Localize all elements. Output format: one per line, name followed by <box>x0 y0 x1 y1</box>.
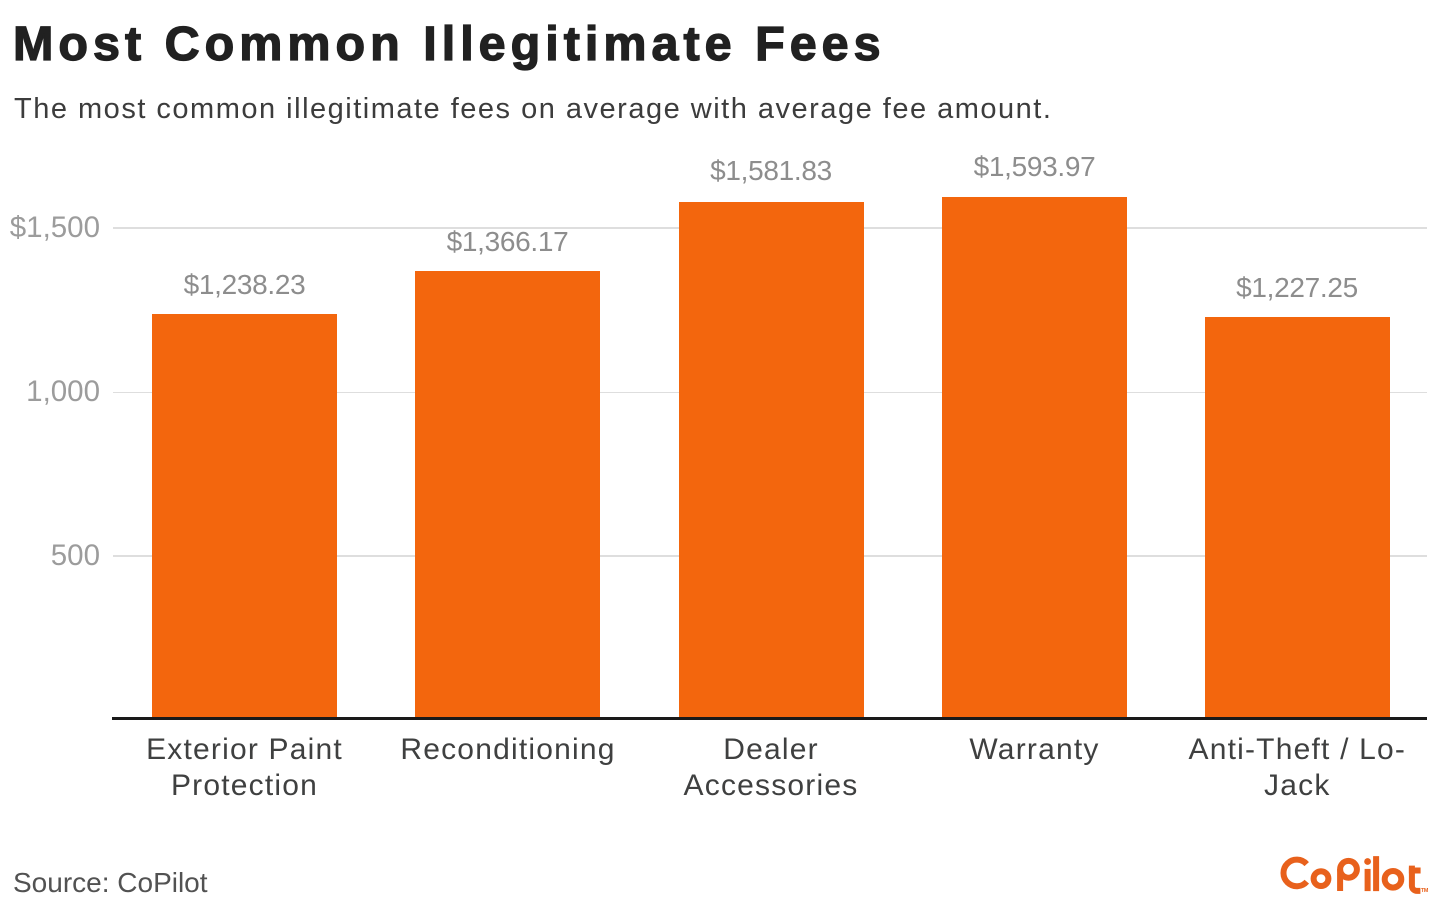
svg-text:TM: TM <box>1421 888 1429 894</box>
